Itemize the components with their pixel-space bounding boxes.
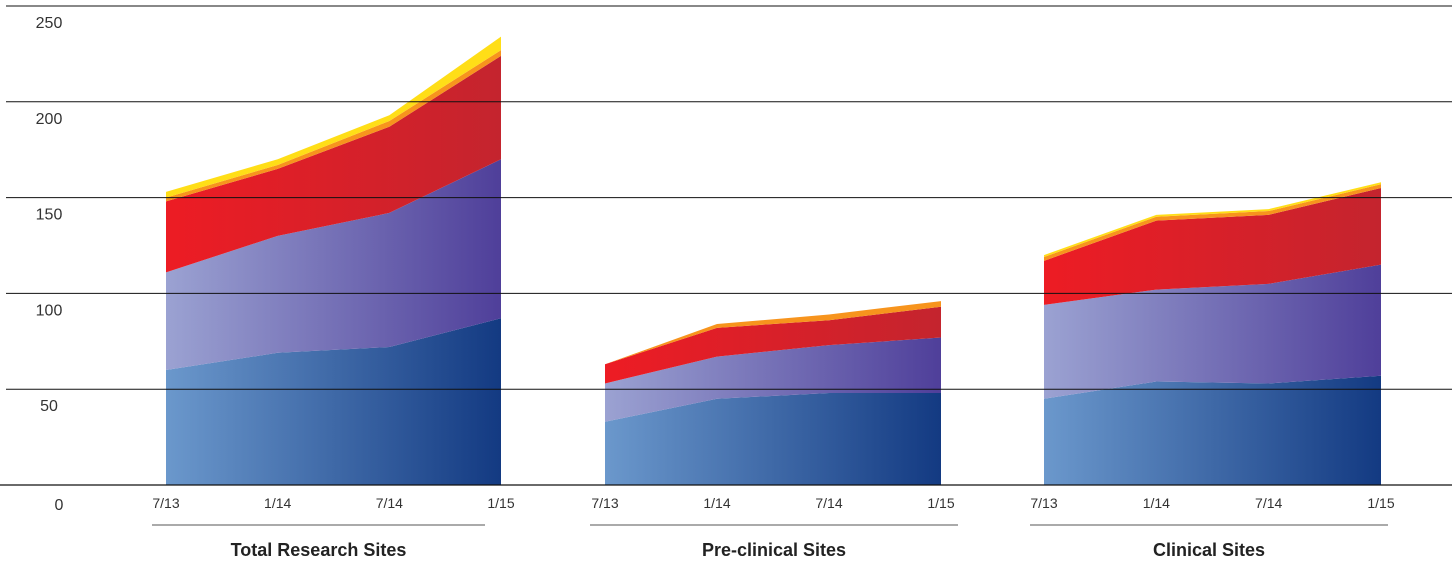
area-group-1 (605, 301, 941, 485)
group-label: Pre-clinical Sites (702, 540, 846, 560)
x-axis: 7/13 1/14 7/14 1/15 Total Research Sites 7/13… (152, 495, 1395, 560)
x-tick-label: 7/14 (376, 495, 403, 511)
y-axis: 0 50 100 150 200 250 (36, 15, 64, 514)
x-tick-label: 1/14 (1143, 495, 1170, 511)
area-blue-group-1 (605, 393, 941, 485)
x-tick-label: 7/13 (152, 495, 179, 511)
x-tick-label: 7/14 (1255, 495, 1282, 511)
x-tick-label: 1/14 (703, 495, 730, 511)
x-tick-label: 1/15 (487, 495, 514, 511)
area-purple-group-0 (166, 159, 501, 371)
area-group-0 (166, 36, 501, 485)
area-red-group-0 (166, 55, 501, 273)
y-tick-label: 50 (40, 398, 58, 415)
area-layer (166, 36, 1381, 485)
y-tick-label: 250 (36, 15, 63, 32)
group-label: Clinical Sites (1153, 540, 1265, 560)
y-tick-label: 150 (36, 207, 63, 224)
x-tick-label: 1/15 (927, 495, 954, 511)
x-tick-label: 1/15 (1367, 495, 1394, 511)
y-tick-label: 100 (36, 302, 63, 319)
x-tick-label: 7/13 (591, 495, 618, 511)
gridlines (0, 5, 1452, 486)
y-tick-label: 200 (36, 111, 63, 128)
area-purple-group-1 (605, 337, 941, 422)
area-purple-group-2 (1044, 264, 1381, 399)
group-label: Total Research Sites (231, 540, 407, 560)
area-blue-group-0 (166, 318, 501, 485)
area-group-2 (1044, 182, 1381, 485)
x-tick-label: 7/13 (1030, 495, 1057, 511)
area-red-group-1 (605, 306, 941, 384)
x-tick-label: 1/14 (264, 495, 291, 511)
y-tick-label: 0 (55, 497, 64, 514)
area-orange-group-1 (605, 301, 941, 365)
area-blue-group-2 (1044, 375, 1381, 485)
x-tick-label: 7/14 (815, 495, 842, 511)
area-red-group-2 (1044, 188, 1381, 305)
